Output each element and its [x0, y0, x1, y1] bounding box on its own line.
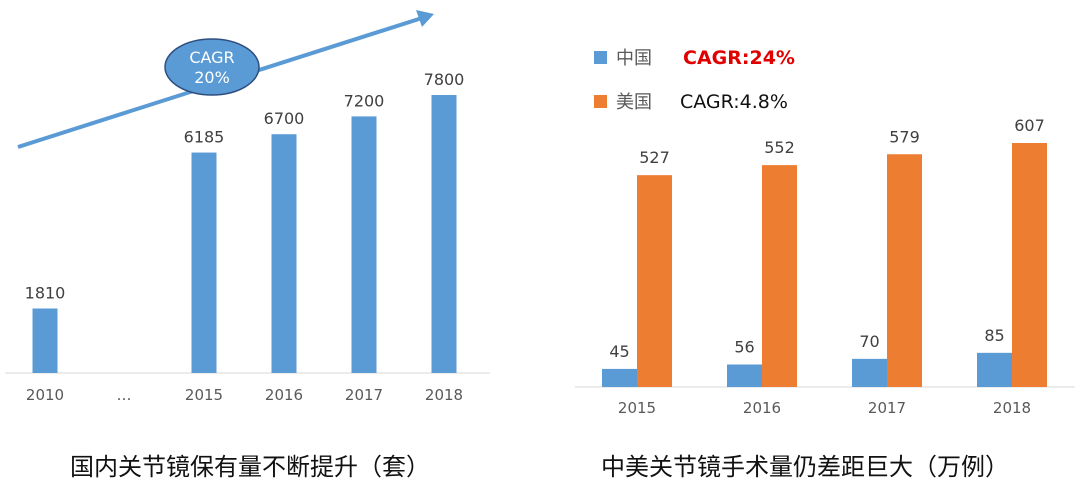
cagr-value: 20%: [194, 68, 230, 87]
legend-swatch-china: [594, 51, 607, 64]
x-tick-label: 2018: [993, 399, 1031, 417]
left-chart: 2010 1810 … 2015 6185 2016 6700 2017 7200 2018 780…: [5, 10, 490, 481]
bar-美国-2016: [762, 165, 797, 387]
left-chart-title: 国内关节镜保有量不断提升（套）: [70, 453, 430, 481]
bar-中国-2015: [602, 368, 637, 387]
x-tick-label: 2010: [26, 386, 64, 404]
legend-label-china: 中国: [616, 48, 652, 69]
legend-cagr-us: CAGR:4.8%: [680, 91, 788, 113]
data-label: 7200: [344, 91, 385, 110]
data-label: 7800: [424, 70, 465, 89]
data-label: 45: [609, 342, 629, 361]
bar-中国-2016: [727, 364, 762, 387]
bar-2016: [271, 134, 297, 373]
x-tick-label: 2016: [743, 399, 781, 417]
bar-2010: [32, 308, 58, 373]
growth-arrow-head-icon: [416, 10, 434, 27]
x-tick-label: 2016: [265, 386, 303, 404]
bar-美国-2017: [887, 154, 922, 387]
bar-美国-2018: [1012, 143, 1047, 387]
data-label: 579: [889, 127, 920, 146]
bar-2015: [191, 152, 217, 373]
cagr-ellipse: [164, 38, 260, 96]
legend-swatch-us: [594, 95, 607, 108]
bar-2018: [431, 95, 457, 373]
x-tick-label: 2015: [618, 399, 656, 417]
legend-cagr-china: CAGR:24%: [683, 47, 795, 69]
data-label: 85: [984, 326, 1004, 345]
data-label: 527: [639, 148, 670, 167]
x-tick-label: 2017: [345, 386, 383, 404]
x-tick-label: 2015: [185, 386, 223, 404]
data-label: 6700: [264, 109, 305, 128]
right-chart-title: 中美关节镜手术量仍差距巨大（万例）: [601, 453, 1009, 481]
cagr-label: CAGR: [189, 48, 234, 67]
data-label: 6185: [184, 128, 225, 147]
data-label: 607: [1014, 116, 1045, 135]
bar-2017: [351, 116, 377, 373]
bar-中国-2017: [852, 358, 887, 387]
x-tick-label: …: [117, 386, 132, 404]
data-label: 1810: [25, 283, 66, 302]
data-label: 70: [859, 332, 879, 351]
legend-label-us: 美国: [616, 92, 652, 113]
data-label: 56: [734, 337, 754, 356]
x-tick-label: 2017: [868, 399, 906, 417]
x-tick-label: 2018: [425, 386, 463, 404]
data-label: 552: [764, 138, 795, 157]
bar-中国-2018: [977, 352, 1012, 387]
bar-美国-2015: [637, 175, 672, 387]
